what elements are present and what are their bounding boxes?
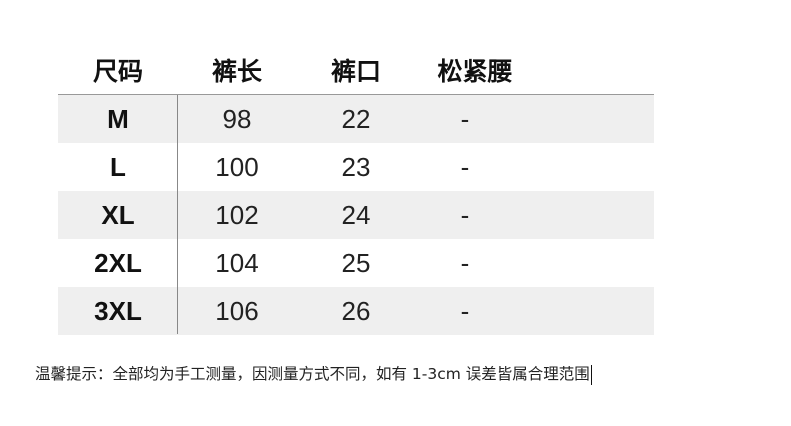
cell-waist: - — [460, 104, 470, 134]
cell-hem: 22 — [341, 104, 371, 134]
cell-size: 3XL — [94, 296, 142, 326]
cell-waist: - — [460, 152, 470, 182]
text-cursor — [590, 364, 592, 385]
header-waist: 松紧腰 — [437, 57, 513, 86]
table-row: XL 102 24 - — [58, 191, 654, 239]
cell-waist: - — [460, 296, 470, 326]
cell-size: XL — [101, 200, 135, 230]
table-row: M 98 22 - — [58, 95, 654, 143]
cell-size: L — [110, 152, 126, 182]
table-row: 2XL 104 25 - — [58, 239, 654, 287]
cell-waist: - — [460, 200, 470, 230]
cell-hem: 24 — [341, 200, 371, 230]
cell-length: 102 — [215, 200, 259, 230]
measurement-note: 温馨提示：全部均为手工测量，因测量方式不同，如有 1-3cm 误差皆属合理范围 — [35, 362, 592, 385]
cell-length: 98 — [222, 104, 252, 134]
header-length: 裤长 — [211, 57, 262, 86]
cell-length: 100 — [215, 152, 259, 182]
cell-length: 106 — [215, 296, 259, 326]
table-row: L 100 23 - — [58, 143, 654, 191]
header-size: 尺码 — [92, 57, 143, 86]
note-text: 温馨提示：全部均为手工测量，因测量方式不同，如有 1-3cm 误差皆属合理范围 — [35, 365, 590, 383]
cell-length: 104 — [215, 248, 259, 278]
cell-waist: - — [460, 248, 470, 278]
cell-hem: 23 — [341, 152, 371, 182]
table-row: 3XL 106 26 - — [58, 287, 654, 335]
header-hem: 裤口 — [330, 57, 381, 86]
cell-hem: 25 — [341, 248, 371, 278]
column-divider — [177, 95, 178, 334]
cell-size: 2XL — [94, 248, 142, 278]
header-divider — [58, 94, 654, 95]
cell-hem: 26 — [341, 296, 371, 326]
cell-size: M — [107, 104, 129, 134]
